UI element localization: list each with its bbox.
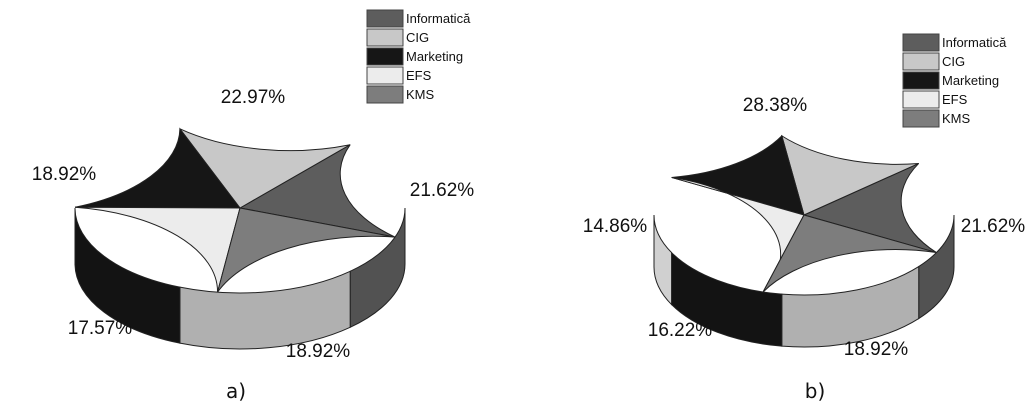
chart-caption: a)	[226, 379, 246, 403]
pie-slice-kms	[217, 207, 396, 293]
pie-chart-a: 18.92% 17.57% 18.92% 22.97% 21.62% Informatic…	[32, 9, 475, 403]
legend-swatch-marketing	[902, 71, 940, 90]
data-label-cig: 16.22%	[648, 320, 713, 341]
data-label-informatica: 18.92%	[286, 341, 351, 362]
legend-swatch-informatica	[366, 9, 404, 28]
pie-side-cig	[781, 265, 920, 348]
legend-label-cig: CIG	[942, 54, 965, 69]
legend-swatch-kms	[902, 109, 940, 128]
legend-label-efs: EFS	[942, 92, 968, 107]
data-label-informatica: 18.92%	[844, 339, 909, 360]
legend-swatch-cig	[902, 52, 940, 71]
pie-slice-efs	[74, 206, 241, 293]
data-label-kms: 21.62%	[410, 180, 475, 201]
legend-label-informatica: Informatică	[942, 35, 1007, 50]
pie-slice-marketing	[671, 134, 805, 216]
pie-side-walls	[74, 207, 406, 350]
legend: Informatică CIG Marketing EFS KMS	[366, 9, 471, 104]
legend-label-kms: KMS	[406, 87, 435, 102]
data-label-kms: 21.62%	[961, 216, 1026, 237]
pie-top-slices	[671, 134, 937, 293]
legend-label-efs: EFS	[406, 68, 432, 83]
data-label-cig: 17.57%	[68, 318, 133, 339]
legend: Informatică CIG Marketing EFS KMS	[902, 33, 1007, 128]
legend-label-marketing: Marketing	[942, 73, 999, 88]
legend-swatch-efs	[366, 66, 404, 85]
legend-swatch-efs	[902, 90, 940, 109]
pie-slice-cig	[780, 134, 919, 216]
data-label-efs: 28.38%	[743, 95, 808, 116]
pie-slice-informatica	[238, 144, 396, 238]
legend-label-informatica: Informatică	[406, 11, 471, 26]
pie-slice-marketing	[74, 127, 242, 209]
pie-side-efs	[653, 214, 673, 306]
legend-swatch-cig	[366, 28, 404, 47]
pie-chart-b: 18.92% 16.22% 14.86% 28.38% 21.62% Informatic…	[583, 33, 1026, 403]
legend-label-marketing: Marketing	[406, 49, 463, 64]
legend-swatch-kms	[366, 85, 404, 104]
data-label-efs: 22.97%	[221, 87, 286, 108]
chart-caption: b)	[805, 379, 826, 403]
legend-label-cig: CIG	[406, 30, 429, 45]
pie-top-slices	[74, 127, 396, 293]
pie-slice-informatica	[802, 163, 937, 254]
pie-slice-kms	[762, 214, 937, 293]
data-label-marketing: 18.92%	[32, 164, 97, 185]
pie-side-cig	[179, 270, 351, 350]
legend-label-kms: KMS	[942, 111, 971, 126]
data-label-marketing: 14.86%	[583, 216, 648, 237]
legend-swatch-informatica	[902, 33, 940, 52]
pie-side-walls	[653, 214, 955, 348]
legend-swatch-marketing	[366, 47, 404, 66]
pie-side-informatica	[918, 214, 955, 320]
pie-slice-cig	[179, 128, 351, 209]
